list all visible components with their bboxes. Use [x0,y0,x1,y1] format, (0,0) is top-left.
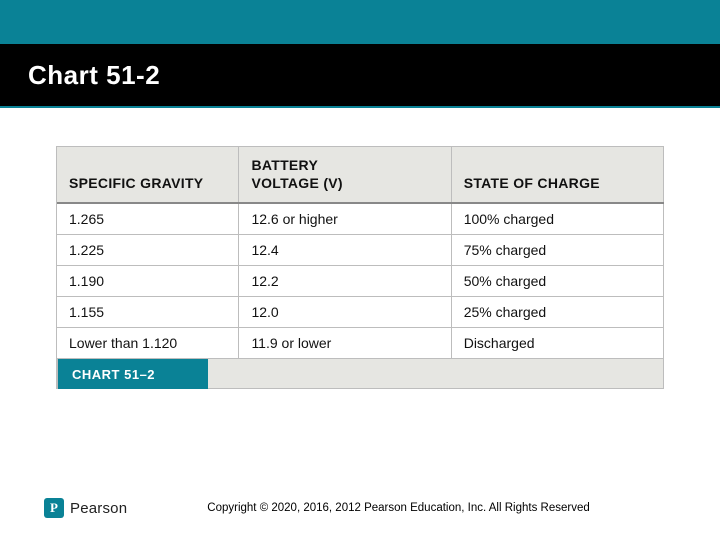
table-row: Lower than 1.120 11.9 or lower Discharge… [57,328,664,359]
cell: 1.155 [57,297,239,328]
chart-footer-label: CHART 51–2 [58,359,208,389]
table-row: 1.190 12.2 50% charged [57,266,664,297]
cell: Discharged [451,328,663,359]
pearson-logo: P Pearson [44,498,127,518]
chart-footer-fill [208,359,664,389]
cell: 12.0 [239,297,451,328]
cell: 50% charged [451,266,663,297]
cell: 12.4 [239,235,451,266]
cell: 75% charged [451,235,663,266]
copyright-text: Copyright © 2020, 2016, 2012 Pearson Edu… [207,502,589,514]
cell: 1.190 [57,266,239,297]
col-header-state-of-charge: STATE OF CHARGE [451,147,663,203]
table-row: 1.225 12.4 75% charged [57,235,664,266]
chart-footer-band: CHART 51–2 [57,359,664,389]
table-row: 1.155 12.0 25% charged [57,297,664,328]
chart-table-wrap: SPECIFIC GRAVITY BATTERYVOLTAGE (V) STAT… [56,146,664,389]
col-header-battery-voltage: BATTERYVOLTAGE (V) [239,147,451,203]
col-header-specific-gravity: SPECIFIC GRAVITY [57,147,239,203]
cell: Lower than 1.120 [57,328,239,359]
slide-title: Chart 51-2 [28,60,160,91]
pearson-logo-text: Pearson [70,500,127,517]
bottom-bar: P Pearson Copyright © 2020, 2016, 2012 P… [0,498,720,518]
table-row: 1.265 12.6 or higher 100% charged [57,203,664,235]
table-header-row: SPECIFIC GRAVITY BATTERYVOLTAGE (V) STAT… [57,147,664,203]
cell: 1.265 [57,203,239,235]
cell: 25% charged [451,297,663,328]
cell: 100% charged [451,203,663,235]
cell: 12.6 or higher [239,203,451,235]
cell: 12.2 [239,266,451,297]
cell: 1.225 [57,235,239,266]
content-area: SPECIFIC GRAVITY BATTERYVOLTAGE (V) STAT… [0,108,720,389]
pearson-badge-icon: P [44,498,64,518]
cell: 11.9 or lower [239,328,451,359]
battery-chart-table: SPECIFIC GRAVITY BATTERYVOLTAGE (V) STAT… [57,147,664,359]
title-bar: Chart 51-2 [0,44,720,108]
top-accent-bar [0,0,720,44]
